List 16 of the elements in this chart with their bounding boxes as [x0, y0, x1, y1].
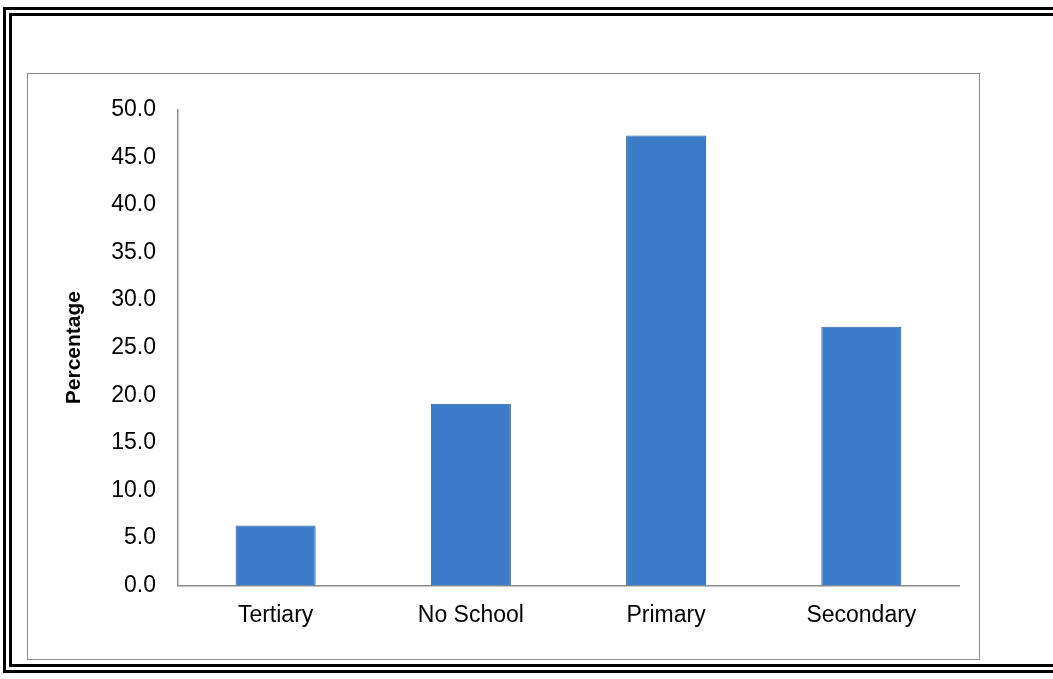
y-tick-label: 25.0 — [111, 332, 156, 359]
y-tick-label: 5.0 — [123, 523, 156, 550]
y-axis-title: Percentage — [61, 290, 85, 405]
y-tick-label: 20.0 — [111, 380, 156, 407]
y-tick-label: 50.0 — [111, 95, 156, 122]
y-tick-label: 35.0 — [111, 237, 156, 264]
x-tick-label: Secondary — [806, 600, 917, 627]
y-tick-label: 40.0 — [111, 190, 156, 217]
x-tick-label: Primary — [626, 600, 707, 627]
y-tick-label: 15.0 — [111, 428, 156, 455]
y-tick-label: 0.0 — [123, 570, 156, 597]
y-tick-label: 30.0 — [111, 285, 156, 312]
x-tick-label: Tertiary — [237, 600, 314, 627]
y-tick-label: 45.0 — [111, 142, 156, 169]
x-tick-label: No School — [417, 600, 524, 627]
y-tick-label: 10.0 — [111, 475, 156, 502]
